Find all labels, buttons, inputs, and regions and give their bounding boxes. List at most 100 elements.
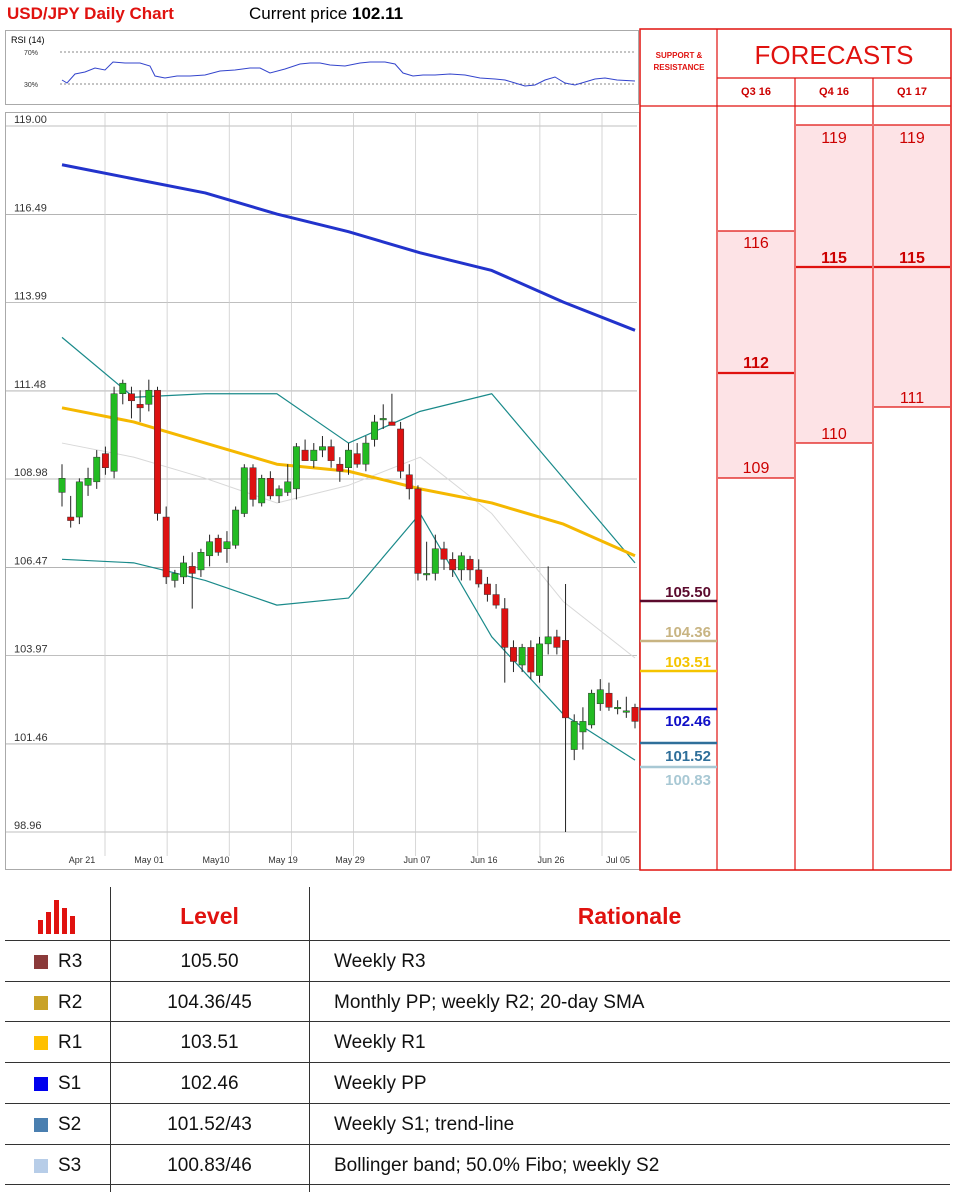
level-name: R1 — [58, 1032, 83, 1054]
candle-body — [397, 428, 405, 472]
candle-body — [301, 449, 309, 461]
y-tick-label: 103.97 — [14, 644, 48, 656]
forecasts-title: FORECASTS — [755, 40, 914, 70]
candle — [327, 439, 335, 468]
candle-body — [101, 453, 109, 468]
sr-value-s2: 101.52 — [665, 748, 711, 765]
table-row-divider — [5, 1102, 950, 1104]
candle — [544, 566, 552, 655]
candle — [128, 386, 135, 419]
candle — [501, 598, 509, 683]
candle — [223, 531, 231, 563]
axis-labels: 119.00 116.49 113.99 111.48 108.98 106.47 103.… — [14, 114, 630, 865]
candle — [310, 443, 318, 468]
candle-body — [75, 481, 83, 518]
candle-body — [501, 608, 509, 648]
candle — [319, 436, 326, 458]
candle — [414, 485, 422, 581]
candle — [562, 583, 569, 832]
candle — [258, 474, 266, 507]
bollinger-lower-line — [61, 512, 636, 761]
candle-body — [562, 640, 569, 719]
level-name: S1 — [58, 1073, 82, 1095]
level-color-swatch — [34, 1036, 48, 1051]
candle-body — [423, 573, 431, 576]
y-tick-label: 108.98 — [14, 467, 48, 479]
price-chart: 119.00 116.49 113.99 111.48 108.98 106.47 103.… — [5, 112, 640, 870]
candle-body — [171, 573, 179, 581]
candle — [197, 548, 205, 577]
candle — [431, 534, 439, 581]
candle-body — [431, 548, 439, 574]
candle-body — [110, 393, 118, 472]
level-rationale: Weekly PP — [334, 1073, 427, 1095]
candle — [622, 696, 630, 718]
sr-value-r2: 104.36 — [665, 624, 711, 641]
level-name: R3 — [58, 951, 83, 972]
candle-body — [379, 418, 387, 421]
candle-body — [536, 643, 543, 676]
candle-body — [284, 481, 292, 493]
q1-mid: 115 — [899, 250, 925, 267]
current-price-value: 102.11 — [352, 4, 404, 23]
candle-body — [518, 647, 526, 666]
y-tick-label: 116.49 — [14, 202, 47, 214]
candle — [536, 636, 543, 683]
y-tick-label: 113.99 — [14, 291, 47, 303]
sr-value-r1: 103.51 — [665, 654, 711, 671]
q3-range — [718, 231, 794, 478]
rsi-label: RSI (14) — [11, 35, 45, 45]
candle-body — [180, 562, 187, 578]
y-tick-label: 111.48 — [14, 379, 46, 391]
candle-body — [466, 559, 474, 571]
q3-mid: 112 — [743, 355, 769, 372]
candle-body — [570, 721, 578, 750]
candle-body — [353, 453, 361, 465]
candle — [162, 506, 170, 584]
q4-range — [796, 125, 872, 443]
candle-body — [492, 594, 500, 606]
current-price: Current price 102.11 — [249, 4, 403, 24]
candle — [388, 393, 396, 426]
candle — [457, 552, 465, 581]
level-color-swatch — [34, 1117, 48, 1132]
candle-body — [128, 393, 135, 402]
sr-value-r3: 105.50 — [665, 584, 711, 601]
x-tick-label: Jun 26 — [537, 855, 564, 865]
rsi-panel: RSI (14) 70% 30% — [5, 30, 639, 105]
rsi-30-label: 30% — [24, 82, 38, 89]
y-tick-label: 101.46 — [14, 732, 48, 744]
sr-header: SUPPORT & RESISTANCE — [653, 51, 705, 72]
rsi-line — [61, 61, 636, 87]
y-tick-label: 106.47 — [14, 555, 48, 567]
candle-body — [553, 636, 561, 648]
candle-body — [544, 636, 552, 645]
candle — [75, 478, 83, 525]
q1-low: 111 — [900, 390, 924, 407]
table-row-divider — [5, 1062, 950, 1064]
bar-chart-icon — [38, 900, 75, 934]
candle — [275, 485, 283, 503]
level-color-swatch — [34, 1077, 48, 1092]
x-tick-label: Apr 21 — [69, 855, 96, 865]
candle-body — [327, 446, 335, 461]
level-value: 100.83/46 — [167, 1154, 252, 1176]
level-name: R2 — [58, 991, 83, 1013]
forecast-col-q3: Q3 16 — [741, 86, 771, 98]
candle — [214, 534, 222, 556]
candle — [440, 541, 448, 570]
level-value: 104.36/45 — [167, 991, 252, 1013]
candle — [362, 436, 370, 472]
candle — [553, 629, 561, 655]
q1-high: 119 — [899, 130, 925, 147]
candle-body — [136, 404, 144, 409]
chart-title: USD/JPY Daily Chart — [7, 4, 174, 23]
table-row-divider — [5, 1184, 950, 1186]
candle-body — [206, 541, 214, 557]
level-header: Level — [180, 903, 239, 929]
level-value: 105.50 — [180, 951, 239, 972]
candle — [449, 552, 457, 577]
forecast-col-q4: Q4 16 — [819, 86, 849, 98]
candle-body — [258, 478, 266, 504]
forecast-col-q1: Q1 17 — [897, 86, 927, 98]
